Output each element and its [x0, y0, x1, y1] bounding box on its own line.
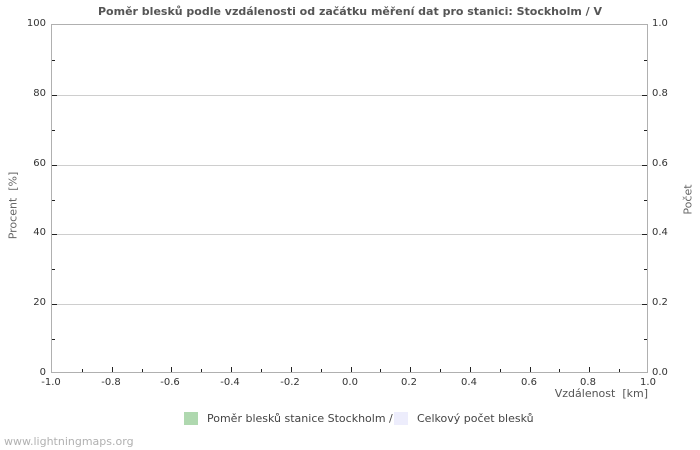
chart-title: Poměr blesků podle vzdálenosti od začátk…	[98, 5, 602, 18]
x-tick-label: -0.8	[101, 377, 121, 388]
h-gridline	[52, 95, 647, 96]
left-axis-tick	[52, 60, 55, 61]
h-gridline	[52, 304, 647, 305]
x-tick-label: -0.6	[160, 377, 180, 388]
right-axis-tick	[642, 234, 647, 235]
left-tick-label: 0	[39, 367, 46, 378]
x-tick-label: 0.2	[401, 377, 417, 388]
x-axis-tick	[261, 369, 262, 372]
left-axis-tick	[52, 269, 55, 270]
right-axis-tick	[644, 269, 647, 270]
x-axis-tick	[142, 369, 143, 372]
x-axis-tick	[201, 369, 202, 372]
right-tick-label: 0.0	[652, 367, 668, 378]
x-axis-tick	[112, 367, 113, 372]
legend-swatch-total-count	[394, 412, 408, 425]
watermark: www.lightningmaps.org	[4, 435, 134, 448]
x-axis-tick	[500, 369, 501, 372]
x-tick-label: 0.4	[461, 377, 477, 388]
legend-label-station-ratio: Poměr blesků stanice Stockholm / V	[207, 412, 404, 425]
x-axis-tick	[82, 369, 83, 372]
left-axis-tick	[52, 200, 55, 201]
x-tick-label: -1.0	[41, 377, 61, 388]
x-axis-title: Vzdálenost [km]	[554, 387, 648, 400]
right-tick-label: 0.6	[652, 158, 668, 169]
left-axis-tick	[52, 339, 55, 340]
left-axis-tick	[52, 234, 57, 235]
right-axis-tick	[642, 165, 647, 166]
x-tick-label: 0.6	[521, 377, 537, 388]
h-gridline	[52, 165, 647, 166]
x-axis-tick	[589, 367, 590, 372]
right-tick-label: 0.4	[652, 227, 668, 238]
legend: Poměr blesků stanice Stockholm / V Celko…	[0, 411, 700, 427]
x-tick-label: 1.0	[640, 377, 656, 388]
right-axis-tick	[644, 60, 647, 61]
x-tick-label: 0.0	[342, 377, 358, 388]
h-gridline	[52, 234, 647, 235]
right-axis-tick	[644, 339, 647, 340]
left-axis-tick	[52, 165, 57, 166]
left-axis-tick	[52, 304, 57, 305]
left-axis-tick	[52, 95, 57, 96]
left-tick-label: 80	[33, 88, 46, 99]
plot-area	[51, 24, 648, 373]
left-tick-label: 60	[33, 158, 46, 169]
x-tick-label: 0.8	[580, 377, 596, 388]
legend-swatch-station-ratio	[184, 412, 198, 425]
x-axis-tick	[171, 367, 172, 372]
x-axis-tick	[559, 369, 560, 372]
right-axis-tick	[642, 304, 647, 305]
x-axis-tick	[530, 367, 531, 372]
x-axis-tick	[351, 367, 352, 372]
x-axis-tick	[291, 367, 292, 372]
right-tick-label: 0.2	[652, 297, 668, 308]
legend-label-total-count: Celkový počet blesků	[417, 412, 534, 425]
right-axis-tick	[644, 200, 647, 201]
x-axis-tick	[231, 367, 232, 372]
x-axis-tick	[470, 367, 471, 372]
x-tick-label: -0.4	[220, 377, 240, 388]
x-axis-tick	[410, 367, 411, 372]
right-tick-label: 1.0	[652, 18, 668, 29]
x-axis-tick	[380, 369, 381, 372]
x-axis-tick	[619, 369, 620, 372]
right-axis-tick	[642, 95, 647, 96]
x-axis-tick	[440, 369, 441, 372]
left-tick-label: 20	[33, 297, 46, 308]
x-axis-tick	[321, 369, 322, 372]
right-axis-tick	[644, 130, 647, 131]
right-tick-label: 0.8	[652, 88, 668, 99]
x-tick-label: -0.2	[280, 377, 300, 388]
left-tick-label: 100	[26, 18, 46, 29]
left-tick-label: 40	[33, 227, 46, 238]
left-axis-tick	[52, 130, 55, 131]
